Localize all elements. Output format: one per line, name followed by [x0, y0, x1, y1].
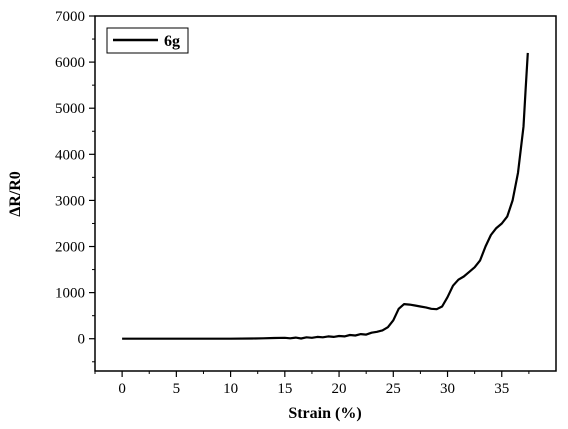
x-axis-title: Strain (%) [288, 405, 361, 422]
x-tick-label: 0 [118, 381, 126, 397]
x-tick-label: 5 [173, 381, 181, 397]
y-tick-label: 3000 [55, 193, 85, 209]
y-tick-label: 1000 [55, 286, 85, 302]
y-tick-label: 5000 [55, 101, 85, 117]
y-axis-title: ΔR/R0 [7, 171, 24, 217]
x-tick-label: 10 [223, 381, 238, 397]
x-axis-ticks: 0 5 10 15 20 25 30 35 [94, 371, 530, 397]
y-tick-label: 7000 [55, 9, 85, 25]
y-tick-label: 4000 [55, 147, 85, 163]
plot-frame [94, 15, 557, 372]
legend-label: 6g [164, 33, 180, 50]
legend: 6g [106, 27, 189, 54]
series-layer [122, 52, 529, 340]
x-tick-label: 30 [440, 381, 455, 397]
x-tick-label: 25 [386, 381, 401, 397]
y-axis-ticks: 0 1000 2000 3000 4000 5000 6000 7000 [55, 9, 95, 363]
y-tick-label: 2000 [55, 240, 85, 256]
y-tick-label: 6000 [55, 55, 85, 71]
x-tick-label: 20 [332, 381, 347, 397]
x-tick-label: 15 [277, 381, 292, 397]
y-tick-label: 0 [78, 332, 86, 348]
x-tick-label: 35 [494, 381, 509, 397]
series-line-6g [122, 52, 529, 340]
